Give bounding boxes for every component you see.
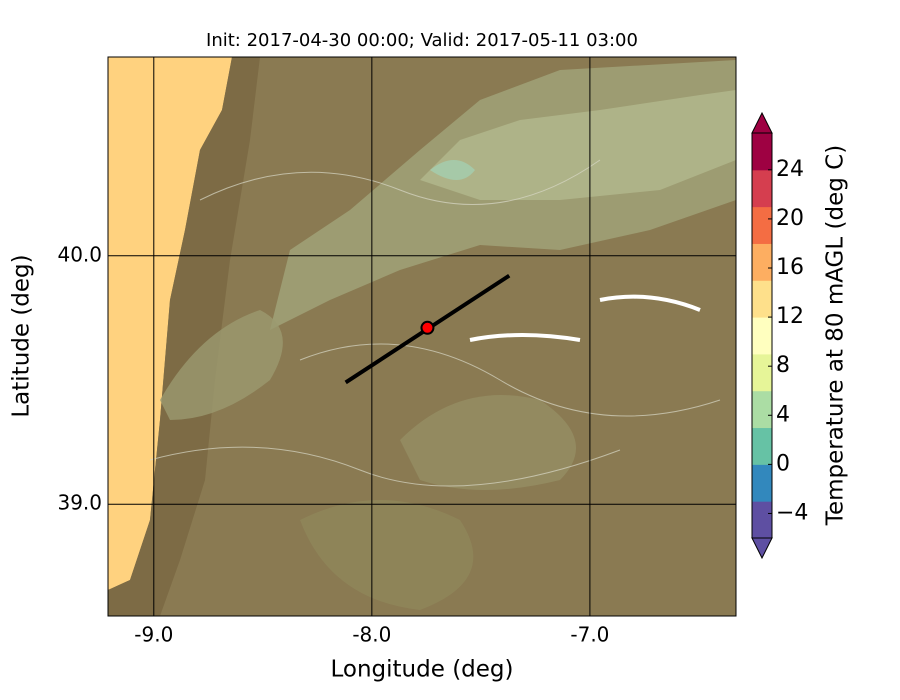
colorbar-tick-label: 24 [776, 157, 804, 182]
colorbar-tick-label: 0 [776, 451, 790, 476]
colorbar-band [752, 133, 772, 171]
colorbar-band [752, 206, 772, 244]
y-tick-label: 39.0 [57, 491, 102, 515]
colorbar-tick-label: 20 [776, 206, 804, 231]
plateau [300, 500, 474, 610]
marks [344, 273, 511, 385]
colorbar-tick-label: 4 [776, 402, 790, 427]
x-axis-label: Longitude (deg) [330, 657, 513, 683]
colorbar-band [752, 353, 772, 392]
colorbar-tick-label: 16 [776, 255, 804, 280]
colorbar-label: Temperature at 80 mAGL (deg C) [823, 145, 849, 526]
plateau [400, 395, 576, 490]
colorbar-tick-label: 12 [776, 304, 804, 329]
summit [430, 160, 475, 180]
colorbar-tick-label: 8 [776, 353, 790, 378]
river [469, 294, 701, 342]
highland-peak [420, 90, 736, 200]
contour [149, 159, 721, 487]
sea [108, 57, 232, 590]
x-tick-label: -8.0 [352, 623, 391, 647]
colorbar-band [752, 501, 772, 539]
colorbar-band [752, 464, 772, 502]
x-tick-label: -9.0 [134, 623, 173, 647]
colorbar-band [752, 390, 772, 429]
y-tick-label: 40.0 [57, 242, 102, 266]
colorbar-frame [751, 132, 773, 539]
colorbar-extend-top [751, 111, 773, 134]
chart-title: Init: 2017-04-30 00:00; Valid: 2017-05-1… [206, 30, 638, 51]
plot-frame [107, 56, 737, 617]
coast-lowland [108, 57, 260, 616]
terrain [108, 57, 736, 616]
colorbar-tick-label: −4 [776, 500, 808, 525]
colorbar-band [752, 243, 772, 281]
site-point [420, 320, 435, 335]
colorbar-extend-bottom [751, 537, 773, 560]
x-tick-label: -7.0 [570, 623, 609, 647]
ridge [160, 310, 283, 420]
colorbar-band [752, 169, 772, 208]
colorbar: −4 0 4 8 12 16 20 24 [751, 111, 808, 560]
colorbar-band [752, 280, 772, 318]
colorbar-band [752, 427, 772, 465]
colorbar-band [752, 317, 772, 355]
y-axis-label: Latitude (deg) [9, 254, 35, 417]
grid [108, 57, 736, 616]
